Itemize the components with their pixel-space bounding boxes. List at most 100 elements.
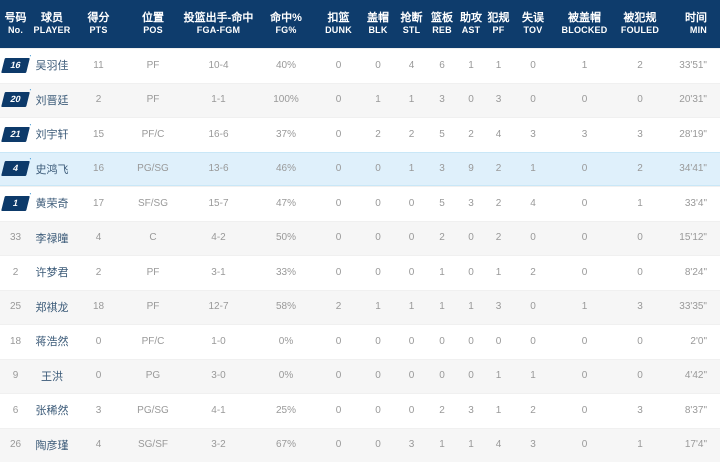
cell-stl: 0	[408, 232, 415, 244]
player-row: 18 蒋浩然 0 PF/C 1-0 0% 0 0 0 0 0 0 0 0 0 2'0"	[0, 324, 720, 359]
cell-pos: PF/C	[141, 335, 165, 347]
column-header-zh: 盖帽	[367, 11, 389, 24]
cell-dunk: 0	[335, 335, 342, 347]
cell-fouled: 1	[637, 197, 643, 209]
cell-min: 8'24"	[684, 266, 707, 278]
column-header-zh: 位置	[142, 11, 164, 24]
cell-fg_pct: 50%	[275, 232, 296, 244]
player-row: 4 史鸿飞 16 PG/SG 13-6 46% 0 0 1 3 9 2 1 0 2 34'41"	[0, 151, 720, 186]
cell-fouled: 0	[637, 266, 643, 278]
cell-blk: 0	[375, 370, 381, 382]
cell-blocked: 0	[581, 335, 588, 347]
cell-reb: 0	[439, 335, 445, 347]
cell-dunk: 0	[335, 266, 342, 278]
table-body: 16 吴羽佳 11 PF 10-4 40% 0 0 4 6 1 1 0 1 2 33'51" 20 刘晋廷 2 PF 1…	[0, 48, 720, 462]
cell-dunk: 0	[335, 370, 342, 382]
cell-pos: PF/C	[141, 128, 165, 140]
cell-blocked: 0	[581, 197, 588, 209]
cell-fg_pct: 25%	[275, 404, 296, 416]
jersey-number: 33	[9, 232, 22, 244]
cell-player: 李禄曈	[31, 221, 73, 256]
cell-fg_pct: 47%	[275, 197, 296, 209]
cell-blk: 0	[375, 335, 381, 347]
player-name[interactable]: 郑祺龙	[35, 301, 69, 314]
cell-pf: 1	[495, 266, 502, 278]
cell-player: 许梦君	[31, 255, 73, 290]
column-header-pos: 位置 POS	[124, 0, 182, 48]
cell-no: 25	[0, 290, 31, 325]
player-name[interactable]: 史鸿飞	[35, 163, 69, 176]
cell-no: 6	[0, 393, 31, 428]
cell-pos: PF	[146, 266, 160, 278]
column-header-zh: 犯规	[487, 11, 510, 24]
cell-pts: 4	[95, 439, 102, 451]
cell-blocked: 0	[581, 266, 588, 278]
cell-pf: 1	[495, 59, 502, 71]
cell-stl: 2	[408, 128, 415, 140]
jersey-number: 26	[9, 439, 22, 451]
player-name[interactable]: 刘宇轩	[35, 129, 69, 142]
player-name[interactable]: 许梦君	[35, 267, 69, 280]
cell-ast: 0	[468, 232, 474, 244]
player-name[interactable]: 黄荣奇	[35, 198, 69, 211]
player-name[interactable]: 蒋浩然	[35, 336, 69, 349]
cell-ast: 3	[468, 404, 474, 416]
column-header-zh: 时间	[685, 11, 707, 24]
cell-pts: 2	[95, 94, 102, 106]
player-name[interactable]: 陶彦瑾	[35, 439, 69, 452]
player-row: 16 吴羽佳 11 PF 10-4 40% 0 0 4 6 1 1 0 1 2 33'51"	[0, 48, 720, 83]
cell-fouled: 3	[637, 301, 643, 313]
cell-dunk: 0	[335, 94, 342, 106]
column-header-en: AST	[461, 25, 481, 36]
cell-pos: PG/SG	[137, 404, 169, 416]
cell-pos: SF/SG	[137, 197, 168, 209]
cell-fga_fgm: 3-0	[211, 370, 226, 382]
cell-min: 8'37"	[684, 404, 707, 416]
cell-ast: 9	[468, 163, 474, 175]
cell-fga_fgm: 12-7	[208, 301, 229, 313]
cell-fouled: 0	[637, 335, 643, 347]
player-name[interactable]: 李禄曈	[35, 232, 69, 245]
player-name[interactable]: 吴羽佳	[35, 60, 69, 73]
cell-tov: 3	[530, 439, 536, 451]
cell-reb: 3	[439, 94, 445, 106]
player-name[interactable]: 张稀然	[35, 405, 69, 418]
cell-reb: 5	[439, 197, 445, 209]
cell-player: 吴羽佳	[31, 48, 73, 83]
cell-fg_pct: 40%	[275, 59, 296, 71]
cell-stl: 0	[408, 197, 415, 209]
cell-pos: PF	[146, 94, 160, 106]
cell-reb: 1	[439, 266, 445, 278]
cell-fg_pct: 0%	[278, 370, 294, 382]
cell-tov: 0	[530, 301, 536, 313]
cell-fg_pct: 0%	[278, 335, 294, 347]
cell-dunk: 0	[335, 404, 342, 416]
cell-fg_pct: 67%	[275, 439, 296, 451]
column-header-zh: 被盖帽	[568, 11, 601, 24]
cell-fouled: 0	[637, 232, 643, 244]
cell-fouled: 0	[637, 94, 643, 106]
column-header-zh: 失误	[522, 11, 544, 24]
column-header-zh: 助攻	[460, 11, 482, 24]
cell-min: 33'51"	[679, 59, 707, 71]
cell-fga_fgm: 3-2	[211, 439, 226, 451]
column-header-en: BLOCKED	[561, 25, 608, 36]
cell-pts: 0	[95, 335, 102, 347]
cell-blk: 1	[375, 301, 381, 313]
cell-tov: 0	[530, 335, 536, 347]
column-header-no: 号码 No.	[0, 0, 31, 48]
cell-stl: 0	[408, 266, 415, 278]
column-header-stl: 抢断 STL	[396, 0, 427, 48]
cell-no: 33	[0, 221, 31, 256]
cell-tov: 0	[530, 59, 536, 71]
cell-player: 陶彦瑾	[31, 428, 73, 462]
cell-pts: 4	[95, 232, 102, 244]
player-name[interactable]: 王洪	[41, 370, 63, 383]
cell-ast: 1	[468, 59, 474, 71]
cell-no: 18	[0, 324, 31, 359]
cell-pf: 1	[495, 370, 502, 382]
cell-blocked: 0	[581, 163, 588, 175]
player-name[interactable]: 刘晋廷	[35, 94, 69, 107]
cell-ast: 0	[468, 266, 474, 278]
cell-fga_fgm: 4-1	[211, 404, 226, 416]
